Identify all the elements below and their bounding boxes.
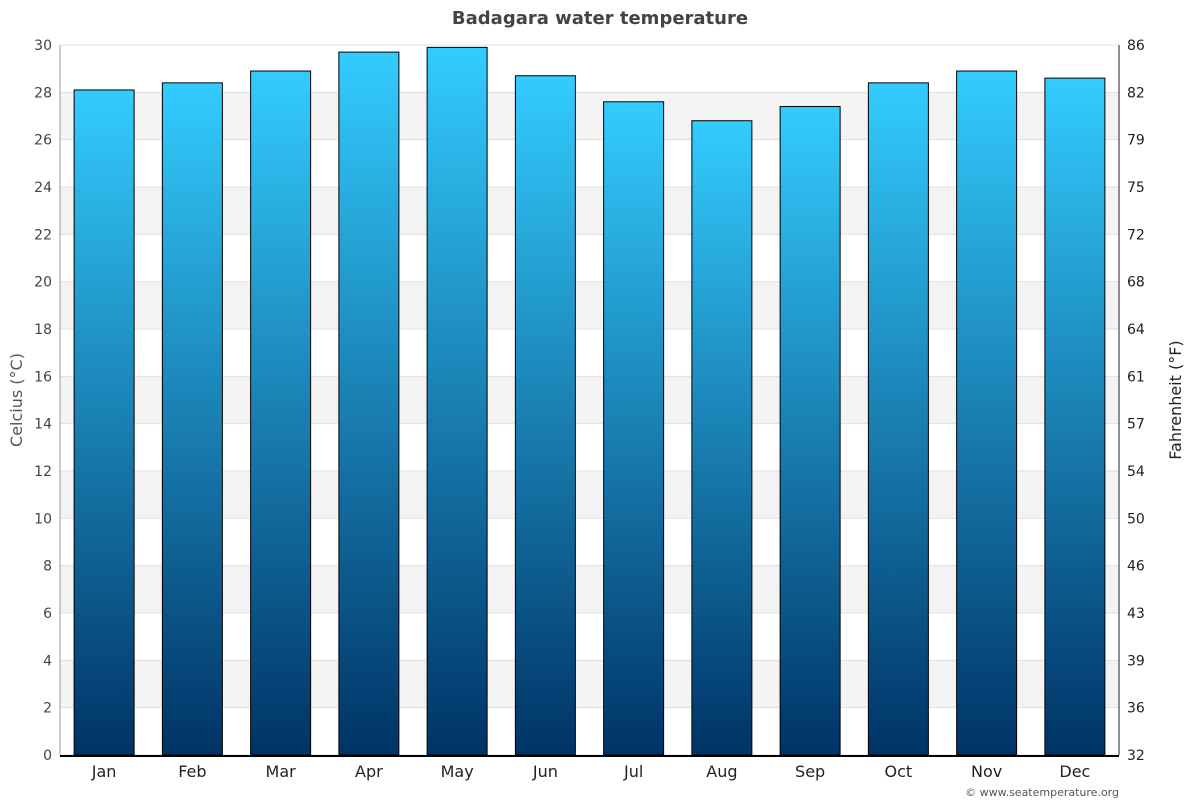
x-tick-label: Jan (91, 762, 117, 781)
bar-sep (779, 106, 841, 756)
grid-band (60, 187, 1119, 235)
y-tick-label-right: 82 (1127, 85, 1145, 101)
x-tick-label: Jul (623, 762, 643, 781)
y-tick-label-left: 26 (34, 133, 52, 149)
grid-band (60, 565, 1119, 613)
y-tick-label-left: 20 (34, 275, 52, 291)
y-tick-label-left: 10 (34, 511, 52, 527)
x-tick-label: May (441, 762, 474, 781)
grid-band (60, 660, 1119, 708)
x-tick-label: Apr (355, 762, 383, 781)
x-tick-label: Aug (706, 762, 737, 781)
x-tick-label: Mar (266, 762, 297, 781)
y-tick-label-right: 61 (1127, 369, 1145, 385)
credit[interactable]: © www.seatemperature.org (965, 786, 1119, 799)
y-tick-label-left: 0 (43, 748, 52, 764)
x-tick-label: Nov (971, 762, 1002, 781)
y-tick-label-right: 39 (1127, 653, 1145, 669)
bar-jan (73, 89, 135, 756)
bar-jun (514, 75, 576, 756)
y-tick-label-right: 36 (1127, 701, 1145, 717)
y-tick-label-right: 75 (1127, 180, 1145, 196)
y-tick-label-left: 16 (34, 369, 52, 385)
y-tick-label-right: 79 (1127, 133, 1145, 149)
y-tick-label-left: 8 (43, 559, 52, 575)
y-tick-label-left: 24 (34, 180, 52, 196)
grid-band (60, 92, 1119, 140)
y-tick-label-left: 14 (34, 417, 52, 433)
y-tick-label-right: 43 (1127, 606, 1145, 622)
x-tick-label: Dec (1059, 762, 1090, 781)
grid-band (60, 376, 1119, 424)
bar-apr (338, 51, 400, 756)
bar-nov (956, 70, 1018, 756)
chart-title: Badagara water temperature (452, 8, 748, 29)
y-axis-label-right: Fahrenheit (°F) (1166, 340, 1185, 459)
y-tick-label-right: 72 (1127, 227, 1145, 243)
y-tick-label-right: 54 (1127, 464, 1145, 480)
x-tick-label: Jun (532, 762, 558, 781)
y-tick-label-right: 64 (1127, 322, 1145, 338)
y-tick-label-left: 2 (43, 701, 52, 717)
bar-oct (867, 82, 929, 756)
y-tick-label-left: 30 (34, 38, 52, 54)
y-tick-label-right: 32 (1127, 748, 1145, 764)
bar-mar (250, 70, 312, 756)
y-tick-label-left: 12 (34, 464, 52, 480)
y-tick-label-right: 86 (1127, 38, 1145, 54)
grid-band (60, 471, 1119, 519)
bar-may (426, 46, 488, 756)
y-tick-label-left: 22 (34, 227, 52, 243)
x-tick-label: Sep (795, 762, 825, 781)
y-tick-label-right: 46 (1127, 559, 1145, 575)
bar-dec (1044, 77, 1106, 756)
y-tick-label-left: 6 (43, 606, 52, 622)
y-tick-label-right: 50 (1127, 511, 1145, 527)
x-tick-label: Oct (885, 762, 913, 781)
y-tick-label-left: 28 (34, 85, 52, 101)
y-tick-label-left: 18 (34, 322, 52, 338)
bar-jul (603, 101, 665, 756)
bar-aug (691, 120, 753, 756)
y-tick-label-right: 68 (1127, 275, 1145, 291)
y-tick-label-right: 57 (1127, 417, 1145, 433)
grid-band (60, 281, 1119, 329)
y-axis-label-left: Celcius (°C) (7, 353, 26, 447)
bar-feb (161, 82, 223, 756)
y-tick-label-left: 4 (43, 653, 52, 669)
x-tick-label: Feb (178, 762, 206, 781)
